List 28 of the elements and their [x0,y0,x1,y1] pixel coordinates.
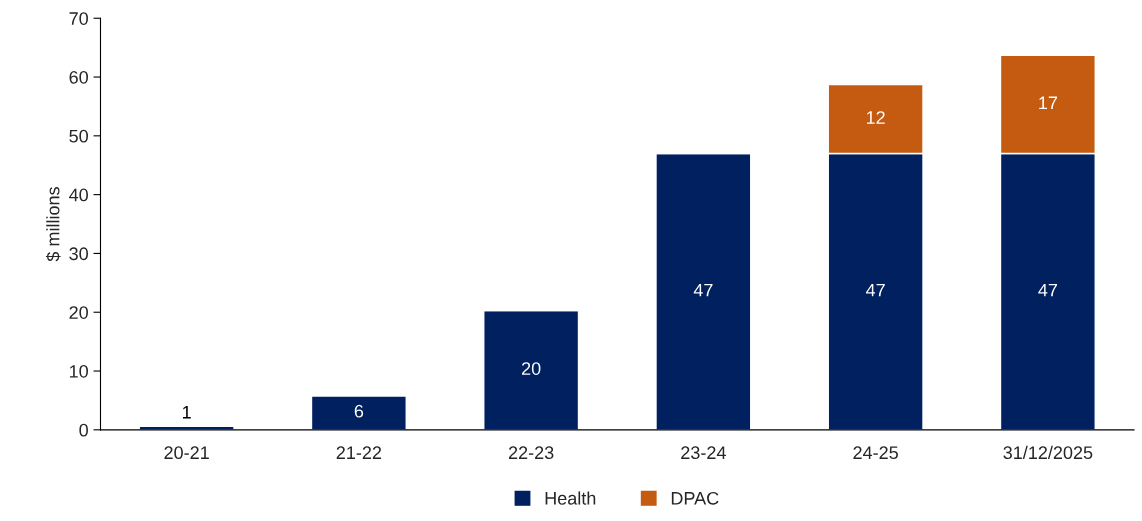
y-axis-title: $ millions [45,187,61,262]
data-label: 6 [354,404,364,418]
data-label: 17 [1039,96,1058,110]
x-tick-label: 22-23 [508,446,554,460]
data-label: 12 [866,111,885,124]
data-label: 47 [693,283,713,297]
data-label: 47 [1038,283,1058,297]
bar [655,152,752,430]
x-tick-label: 21-22 [336,446,382,459]
x-tick-label: 20-21 [164,446,209,460]
y-tick-label: 60 [69,70,88,84]
data-label: 20 [521,362,541,375]
data-label: 1 [182,406,191,419]
y-tick-label: 40 [69,188,88,202]
y-tick-label: 70 [69,12,88,25]
y-tick-label: 0 [79,423,88,437]
y-tick-label: 30 [69,247,88,261]
bar [310,395,407,430]
x-tick-label: 31/12/2025 [1003,445,1093,460]
y-tick-label: 10 [69,364,88,378]
legend-label: DPAC [671,491,719,505]
x-tick-label: 24-25 [853,446,898,460]
legend-label: Health [545,491,596,505]
x-tick-label: 23-24 [681,446,726,460]
data-label: 47 [866,283,885,297]
y-tick-label: 20 [69,306,88,319]
y-tick-label: 50 [69,129,88,143]
bar [483,309,580,430]
